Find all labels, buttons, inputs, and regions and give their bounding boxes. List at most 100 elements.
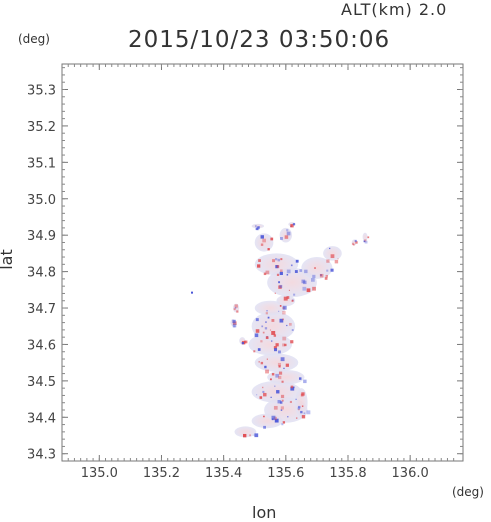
echo-speck-positive [276,265,280,268]
echo-speck-negative [295,259,299,263]
echo-speck-negative [257,226,260,229]
y-tick-label: 35.0 [27,193,56,208]
echo-speck-negative [326,269,329,272]
echo-speck-negative [254,333,259,338]
echo-speck-positive [271,373,275,376]
echo-speck-negative [234,307,237,309]
echo-speck-positive [259,396,263,399]
y-tick-label: 34.9 [27,229,56,244]
echo-speck-positive [282,318,284,321]
echo-speck-positive [265,312,268,315]
echo-speck-positive [260,361,264,365]
echo-cell [254,253,299,276]
echo-speck-negative [264,365,267,368]
echo-cell [251,311,296,341]
echo-speck-positive [282,336,287,341]
y-tick-label: 34.7 [27,302,56,317]
echo-speck-positive [258,259,261,262]
echo-speck-positive [314,267,316,269]
echo-speck-negative [241,341,244,345]
echo-speck-negative [297,405,301,409]
echo-speck-negative [255,225,257,227]
echo-speck-positive [282,421,286,424]
echo-speck-negative [232,323,237,328]
echo-speck-positive [269,329,272,331]
echo-cell [254,233,274,252]
y-tick-label: 35.3 [27,83,56,98]
echo-speck-positive [301,405,304,407]
echo-speck-negative [302,286,307,291]
echo-speck-negative [329,247,331,250]
echo-speck-negative [277,258,281,262]
echo-cell [362,232,368,242]
echo-speck-positive [255,329,260,333]
echo-speck-positive [267,248,270,251]
echo-speck-positive [280,258,283,261]
echo-speck-positive [275,343,279,347]
echo-speck-negative [330,268,334,272]
echo-speck-positive [306,288,311,293]
echo-cell [234,426,257,438]
echo-speck-positive [266,358,268,360]
echo-speck-positive [233,321,237,326]
echo-speck-positive [270,378,272,381]
echo-speck-negative [270,396,272,398]
echo-speck-negative [283,367,285,370]
echo-speck-negative [304,269,308,274]
echo-speck-negative [255,227,259,231]
echo-speck-negative [253,434,255,436]
echo-speck-positive [301,392,305,396]
echo-cell [232,303,240,313]
echo-speck-positive [288,289,290,291]
echo-speck-positive [319,273,324,278]
echo-speck-positive [262,331,265,334]
echo-speck-positive [288,322,292,326]
echo-speck-negative [276,390,280,394]
echo-speck-positive [265,369,269,374]
echo-speck-positive [260,243,264,246]
echo-speck-negative [298,377,302,380]
echo-speck-positive [278,371,283,375]
y-tick-label: 34.6 [27,338,56,353]
echo-speck-positive [281,380,284,383]
echo-speck-positive [280,394,285,399]
echo-speck-positive [270,237,274,241]
chart-title: 2015/10/23 03:50:06 [128,27,391,53]
echo-speck-positive [260,340,263,343]
echo-speck-negative [290,386,295,391]
echo-speck-negative [354,239,357,242]
echo-cell [279,227,293,243]
echo-cell [267,267,317,298]
echo-speck-negative [257,348,261,351]
echo-speck-positive [249,434,251,437]
echo-speck-negative [290,264,293,267]
echo-speck-negative [303,379,307,384]
echo-speck-positive [290,225,293,228]
echo-speck-positive [283,296,288,301]
echo-speck-positive [258,361,260,363]
echo-speck-positive [273,334,277,337]
echo-cell [267,369,305,385]
echo-speck-negative [191,291,194,294]
echo-speck-negative [280,357,285,362]
echo-speck-negative [319,274,323,277]
echo-speck-positive [286,296,290,299]
echo-speck-positive [273,405,278,410]
echo-speck-negative [254,433,259,438]
echo-speck-positive [233,308,236,311]
echo-speck-negative [264,365,267,369]
echo-speck-negative [363,240,366,243]
echo-speck-negative [279,284,283,288]
echo-speck-negative [291,329,294,331]
echo-cell [323,246,342,261]
echo-speck-negative [275,373,280,378]
altitude-label: ALT(km) 2.0 [341,0,448,19]
echo-speck-negative [278,310,280,312]
echo-speck-positive [274,292,276,294]
echo-speck-positive [291,299,294,302]
echo-speck-positive [295,417,298,419]
echo-speck-positive [324,277,328,280]
echo-speck-positive [355,241,358,244]
echo-speck-negative [279,271,283,276]
echo-speck-positive [290,385,294,389]
